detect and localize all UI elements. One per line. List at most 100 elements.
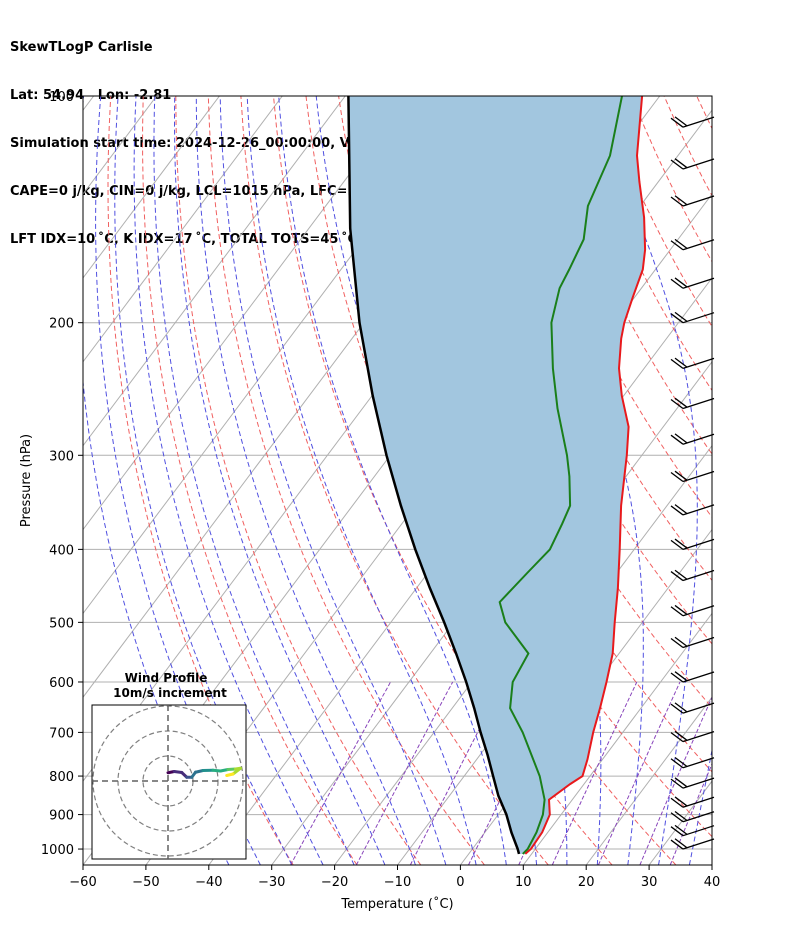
wind-barb-flag [674, 730, 688, 741]
wind-barb-flag [674, 470, 688, 481]
wind-barb-staff [682, 671, 715, 683]
dewpoint-line [498, 96, 623, 855]
temperature-line [524, 96, 647, 855]
x-tick-label: −10 [384, 875, 411, 890]
wind-barb-staff [682, 569, 715, 582]
moist-adiabat-line [688, 747, 712, 865]
moist-adiabat-line [153, 96, 355, 865]
wind-barb-staff [682, 838, 715, 850]
wind-barb-flag [674, 238, 688, 249]
wind-barb-staff [682, 277, 715, 289]
x-tick-label: 10 [515, 875, 532, 890]
axes: −60 −50 −40 −30 −20 −10 0 10 20 30 40 100 200 300 400 5… [19, 90, 720, 912]
wind-barb-flag [670, 778, 684, 789]
wind-barb-flag [670, 797, 684, 808]
cape-shaded-region [348, 96, 646, 854]
dry-adiabat-line [142, 96, 358, 865]
mixing-ratio-line [290, 681, 391, 865]
wind-barb-flag [670, 240, 684, 251]
moist-adiabat-line [174, 96, 386, 865]
wind-barb-flag [674, 810, 688, 821]
wind-barb-staff [682, 195, 715, 207]
x-tick-label: 40 [704, 875, 721, 890]
x-tick-label: −60 [69, 875, 96, 890]
mixing-ratio-line [551, 681, 638, 865]
y-tick-label: 900 [49, 809, 74, 824]
moist-adiabat-line [246, 96, 477, 865]
mixing-ratio-line [597, 681, 681, 865]
wind-barb-flag [670, 313, 684, 324]
wind-barb-flag [670, 471, 684, 482]
chart-title: SkewTLogP Carlisle [10, 40, 153, 55]
dry-adiabat-line [663, 96, 712, 197]
wind-barb-staff [682, 433, 715, 445]
moist-adiabat-line [114, 96, 293, 865]
wind-barb-flag [674, 671, 688, 682]
y-tick-label: 200 [49, 317, 74, 332]
wind-barb-staff [682, 796, 715, 808]
wind-barb-staff [682, 239, 715, 251]
dry-adiabat-line [762, 96, 794, 865]
wind-barb-flag [670, 434, 684, 445]
wind-barb-flag [670, 505, 684, 516]
moist-adiabat-line [720, 96, 794, 865]
wind-barb-flag [674, 195, 688, 206]
wind-barb-flag [670, 606, 684, 617]
wind-barb-flag [670, 159, 684, 170]
isotherm-line [775, 96, 794, 865]
wind-barb-staff [682, 538, 715, 550]
wind-barb-flag [674, 158, 688, 169]
wind-barb-flag [670, 358, 684, 369]
wind-barb-staff [682, 702, 715, 714]
wind-barb-flag [670, 672, 684, 683]
x-axis-label: Temperature (˚C) [340, 896, 453, 912]
isotherm-line [522, 612, 712, 865]
isotherm-line [83, 96, 283, 363]
x-tick-label: 30 [641, 875, 658, 890]
hodograph-segment [231, 766, 242, 776]
wind-barb-staff [682, 397, 715, 410]
wind-barb-flag [674, 604, 688, 615]
wind-barb-flag [674, 838, 688, 849]
y-tick-label: 700 [49, 726, 74, 741]
wind-barb-flag [674, 796, 688, 807]
wind-barb-staff [682, 636, 715, 649]
wind-barb-flag [670, 539, 684, 550]
mixing-ratio-line [639, 695, 712, 865]
dry-adiabat-line [207, 96, 485, 865]
wind-barb-flag [670, 398, 684, 410]
mixing-ratio-line [669, 762, 712, 865]
wind-barb-flag [674, 824, 688, 835]
dry-adiabat-line [631, 96, 712, 263]
wind-barb-staff [682, 504, 715, 516]
y-tick-label: 600 [49, 676, 74, 691]
wind-barb-staff [682, 757, 715, 769]
wind-barb-flag [674, 538, 688, 549]
moist-adiabat-line [278, 96, 507, 865]
dry-adiabat-line [273, 96, 613, 865]
y-tick-label: 500 [49, 616, 74, 631]
isotherm-line [711, 864, 712, 865]
inset-subtitle: 10m/s increment [113, 686, 227, 700]
y-tick-label: 800 [49, 770, 74, 785]
isotherm-line [83, 96, 220, 279]
plot-area [83, 96, 794, 865]
dry-adiabat-line [729, 96, 794, 865]
wind-barb-flag [670, 117, 684, 128]
wind-barb-staff [682, 605, 715, 617]
wind-barbs [670, 116, 715, 850]
y-axis-label: Pressure (hPa) [19, 434, 34, 527]
wind-barb-flag [670, 826, 684, 837]
wind-barb-flag [674, 702, 688, 713]
wind-barb-staff [682, 116, 715, 128]
wind-barb-flag [674, 636, 688, 647]
wind-barb-flag [674, 116, 688, 127]
hodograph-segment [225, 772, 235, 777]
isotherm-line [648, 780, 712, 865]
inset-frame [91, 704, 247, 860]
wind-barb-flag [674, 569, 688, 580]
wind-barb-flag [670, 703, 684, 714]
dry-adiabat-line [107, 96, 294, 865]
